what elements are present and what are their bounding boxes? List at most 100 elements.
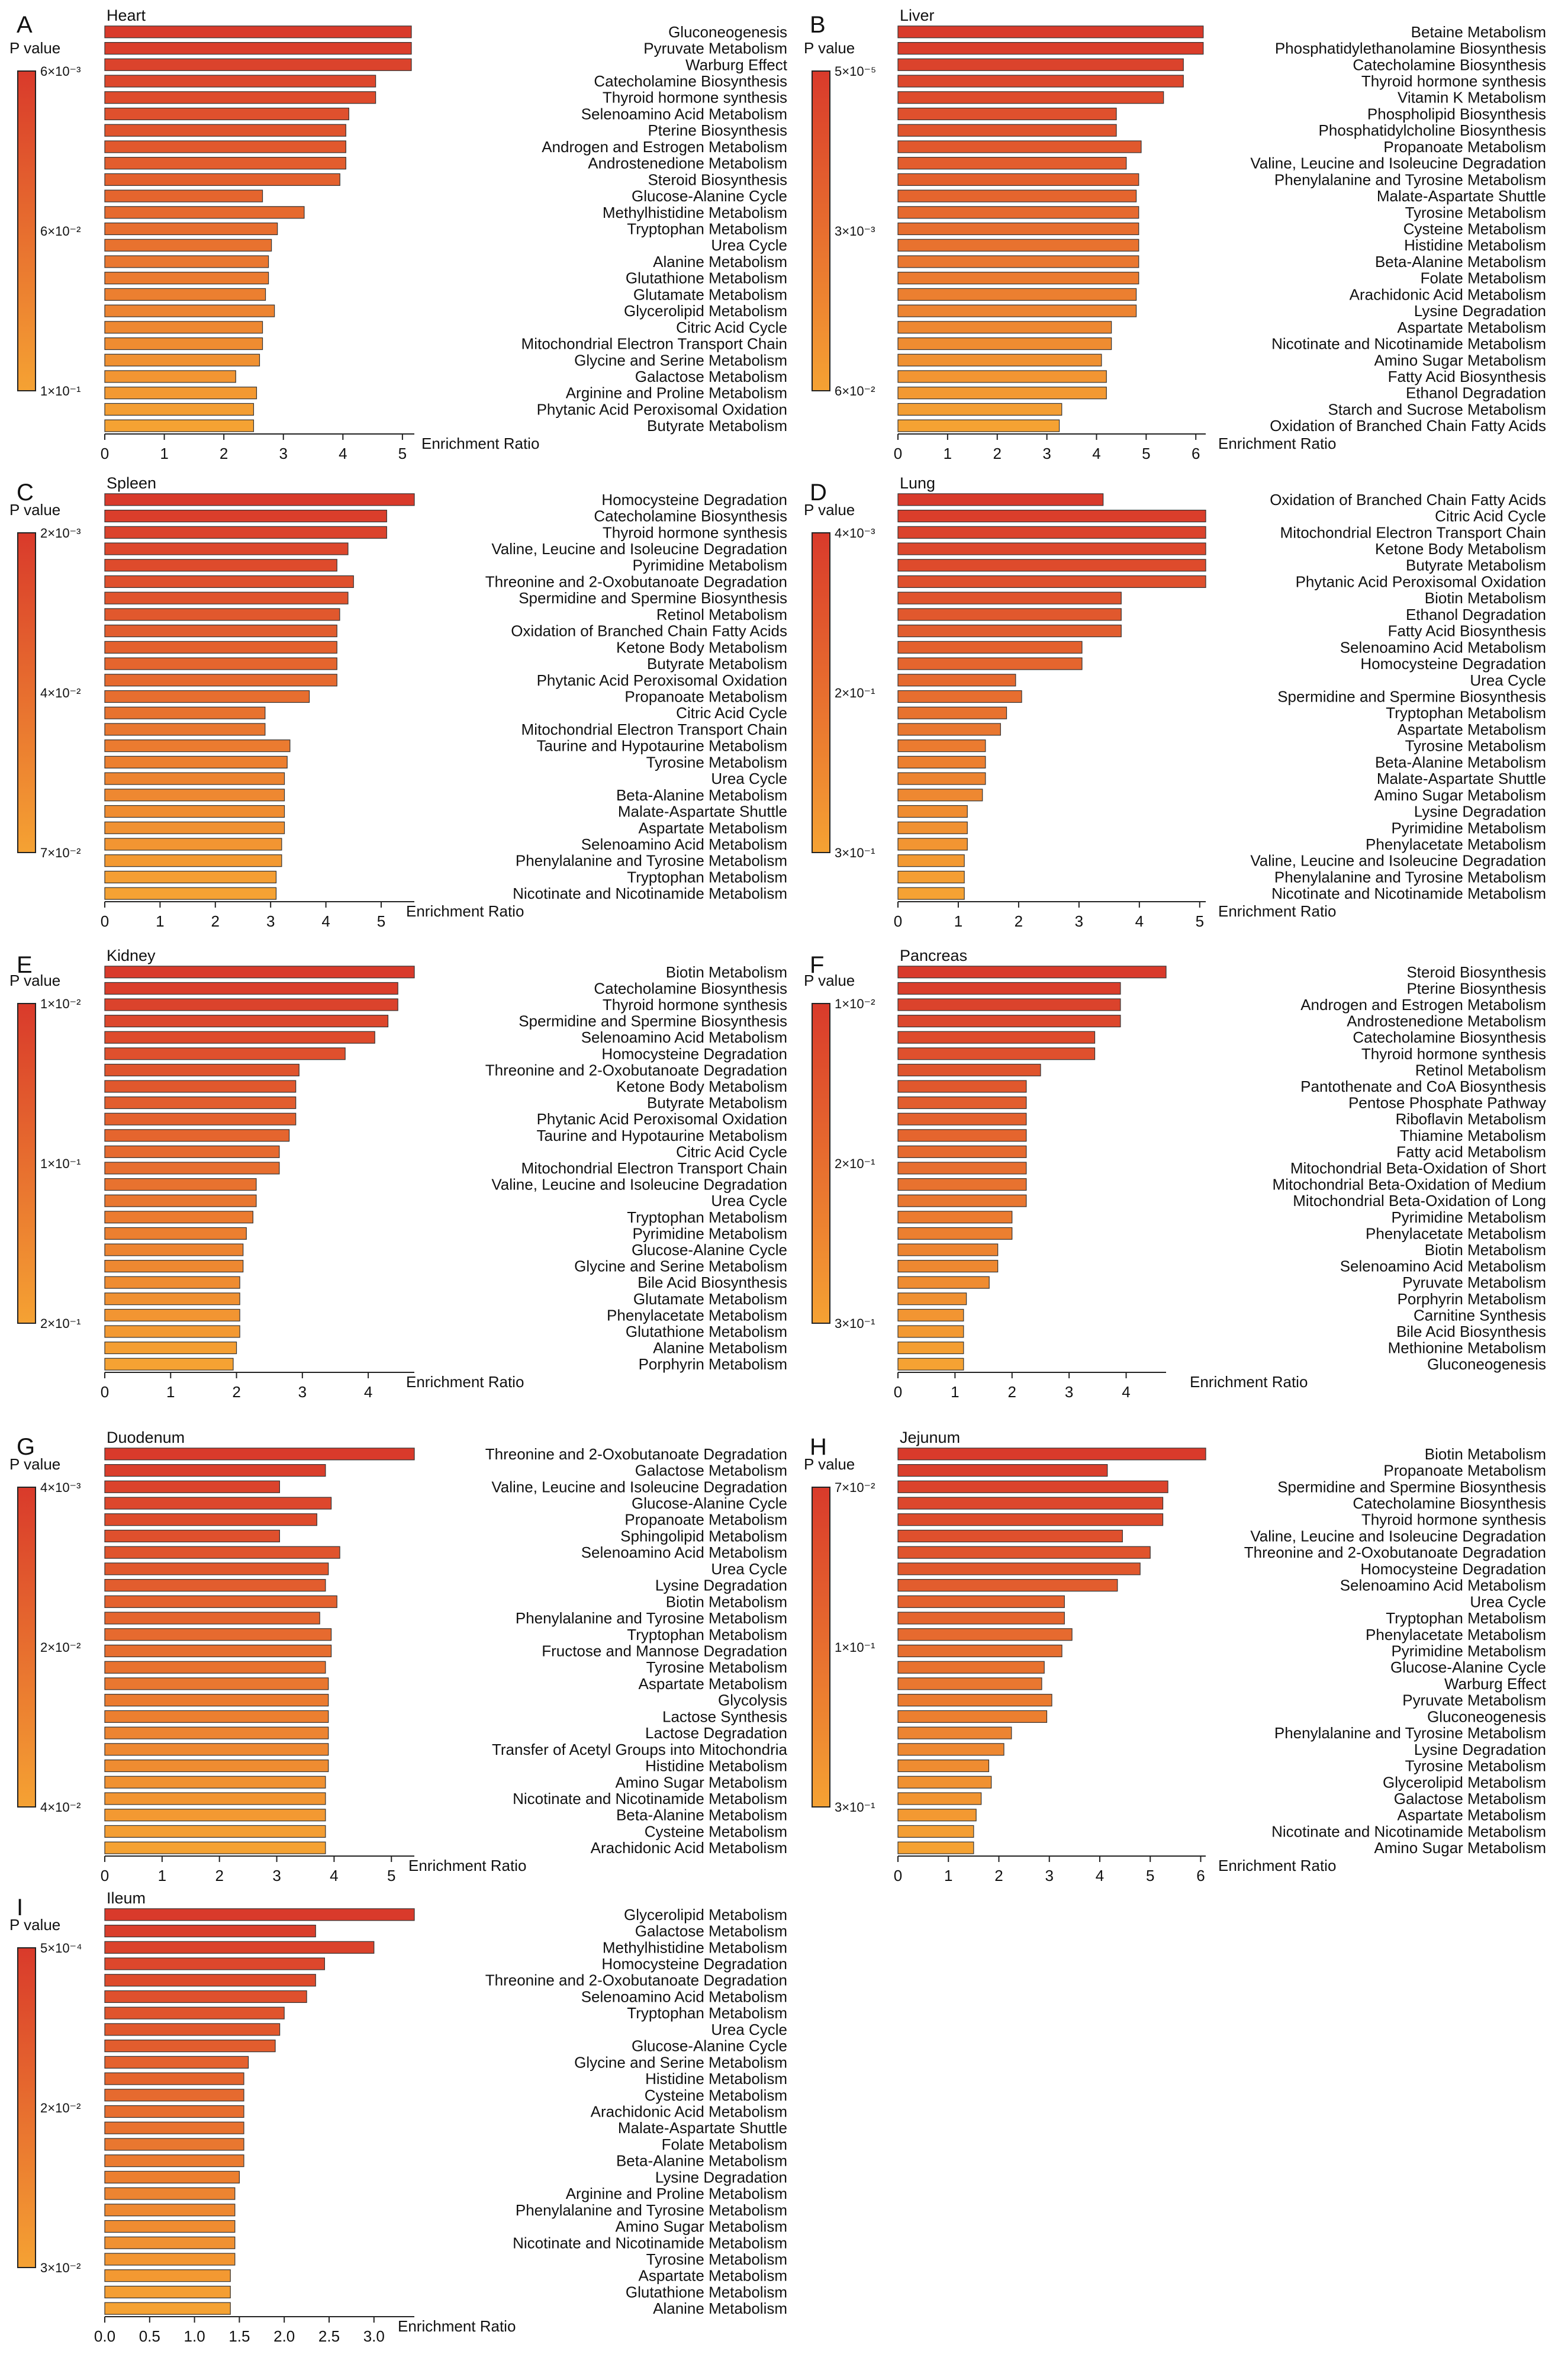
bar[interactable]: [104, 403, 255, 416]
bar[interactable]: [104, 272, 269, 285]
bar[interactable]: [897, 838, 968, 851]
bar[interactable]: [104, 1677, 329, 1690]
bar[interactable]: [104, 1546, 340, 1559]
bar[interactable]: [897, 42, 1204, 55]
bar[interactable]: [897, 789, 983, 802]
bar[interactable]: [104, 559, 337, 572]
bar[interactable]: [104, 966, 415, 979]
bar[interactable]: [897, 173, 1139, 186]
bar[interactable]: [104, 107, 349, 121]
bar[interactable]: [104, 206, 305, 219]
bar[interactable]: [897, 690, 1022, 703]
bar[interactable]: [897, 1513, 1164, 1526]
bar[interactable]: [104, 542, 349, 555]
bar[interactable]: [104, 124, 346, 137]
bar[interactable]: [104, 510, 387, 523]
bar[interactable]: [104, 641, 337, 654]
bar[interactable]: [897, 510, 1206, 523]
bar[interactable]: [897, 493, 1104, 506]
bar[interactable]: [897, 140, 1142, 153]
bar[interactable]: [104, 1276, 240, 1289]
bar[interactable]: [104, 1743, 329, 1756]
bar[interactable]: [897, 1031, 1096, 1044]
bar[interactable]: [104, 2170, 240, 2183]
bar[interactable]: [897, 1129, 1027, 1142]
bar[interactable]: [104, 493, 415, 506]
bar[interactable]: [897, 641, 1083, 654]
bar[interactable]: [897, 1096, 1027, 1109]
bar[interactable]: [897, 1759, 990, 1773]
bar[interactable]: [897, 982, 1121, 995]
bar[interactable]: [104, 288, 266, 301]
bar[interactable]: [897, 1325, 964, 1338]
bar[interactable]: [104, 1529, 280, 1543]
bar[interactable]: [104, 1644, 332, 1658]
bar[interactable]: [897, 107, 1117, 121]
bar[interactable]: [897, 124, 1117, 137]
bar[interactable]: [104, 321, 263, 334]
bar[interactable]: [897, 25, 1204, 38]
bar[interactable]: [897, 419, 1060, 432]
bar[interactable]: [104, 1031, 375, 1044]
bar[interactable]: [104, 2236, 236, 2249]
bar[interactable]: [104, 255, 269, 268]
bar[interactable]: [897, 1628, 1073, 1641]
bar[interactable]: [897, 1015, 1121, 1028]
bar[interactable]: [104, 1579, 326, 1592]
bar[interactable]: [897, 1726, 1012, 1739]
bar[interactable]: [104, 690, 310, 703]
bar[interactable]: [897, 887, 965, 900]
bar[interactable]: [104, 1661, 326, 1674]
bar[interactable]: [104, 2204, 236, 2217]
bar[interactable]: [104, 2006, 285, 2019]
bar[interactable]: [897, 739, 986, 752]
bar[interactable]: [104, 1145, 280, 1158]
bar[interactable]: [104, 1080, 297, 1093]
bar[interactable]: [104, 1194, 257, 1207]
bar[interactable]: [104, 1792, 326, 1805]
bar[interactable]: [104, 1925, 316, 1938]
bar[interactable]: [104, 1841, 326, 1854]
bar[interactable]: [897, 723, 1001, 736]
bar[interactable]: [897, 1529, 1123, 1543]
bar[interactable]: [897, 91, 1164, 104]
bar[interactable]: [104, 1562, 329, 1575]
bar[interactable]: [104, 2269, 231, 2282]
bar[interactable]: [897, 1080, 1027, 1093]
bar[interactable]: [897, 58, 1184, 71]
bar[interactable]: [897, 1480, 1168, 1493]
bar[interactable]: [104, 2253, 236, 2266]
bar[interactable]: [104, 1694, 329, 1707]
bar[interactable]: [897, 998, 1121, 1011]
bar[interactable]: [897, 608, 1122, 621]
bar[interactable]: [897, 239, 1139, 252]
bar[interactable]: [104, 998, 398, 1011]
bar[interactable]: [104, 353, 260, 366]
bar[interactable]: [104, 304, 275, 317]
bar[interactable]: [897, 706, 1007, 719]
bar[interactable]: [104, 173, 340, 186]
bar[interactable]: [897, 1276, 990, 1289]
bar[interactable]: [897, 674, 1016, 687]
bar[interactable]: [897, 157, 1127, 170]
bar[interactable]: [104, 1015, 389, 1028]
bar[interactable]: [897, 1162, 1027, 1175]
bar[interactable]: [897, 1677, 1042, 1690]
bar[interactable]: [104, 1612, 320, 1625]
bar[interactable]: [897, 1809, 977, 1822]
bar[interactable]: [104, 1292, 240, 1305]
bar[interactable]: [897, 821, 968, 834]
bar[interactable]: [897, 772, 986, 785]
bar[interactable]: [104, 157, 346, 170]
bar[interactable]: [104, 1595, 337, 1608]
bar[interactable]: [104, 870, 277, 883]
bar[interactable]: [897, 575, 1206, 588]
bar[interactable]: [104, 1974, 316, 1987]
bar[interactable]: [897, 1661, 1045, 1674]
bar[interactable]: [104, 854, 282, 867]
bar[interactable]: [897, 1227, 1013, 1240]
bar[interactable]: [897, 1260, 999, 1273]
bar[interactable]: [104, 2154, 244, 2167]
bar[interactable]: [104, 239, 272, 252]
bar[interactable]: [897, 1292, 967, 1305]
